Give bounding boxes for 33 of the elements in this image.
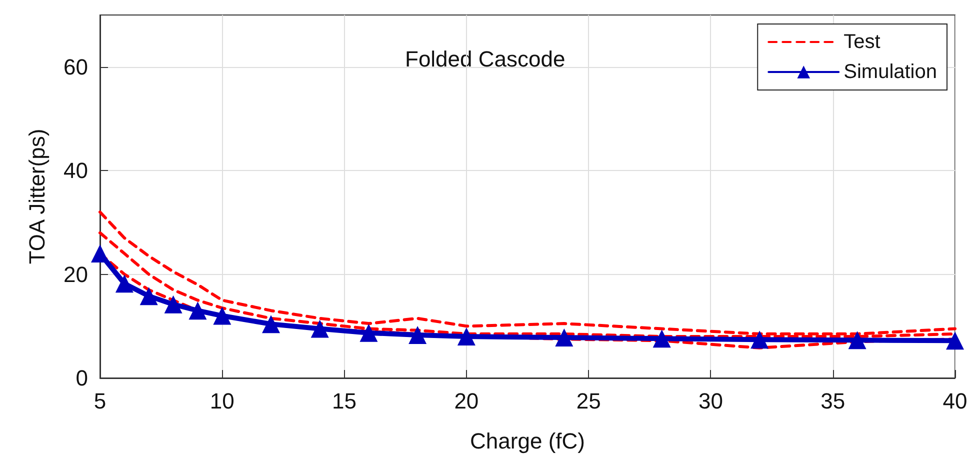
point (188, 302, 207, 320)
y-tick-label: 0 (76, 366, 88, 390)
y-tick-label: 40 (64, 158, 88, 184)
point (91, 244, 109, 263)
x-tick-label: 30 (698, 388, 723, 414)
point (115, 274, 134, 293)
point (457, 328, 476, 346)
point (555, 328, 574, 347)
x-tick-label: 35 (820, 388, 846, 414)
x-tick-label: 10 (210, 388, 234, 414)
point (164, 295, 182, 314)
point (213, 306, 232, 325)
point (310, 320, 329, 338)
x-tick-label: 5 (94, 388, 106, 414)
annotation: Folded Cascode (405, 46, 566, 72)
x-tick-label: 15 (332, 388, 357, 414)
y-tick-label: 20 (64, 262, 88, 287)
y-axis-title: TOA Jitter(ps) (24, 128, 50, 264)
point (848, 331, 866, 350)
x-tick-label: 20 (454, 388, 479, 414)
point (408, 326, 427, 344)
x-axis-title: Charge (fC) (470, 428, 585, 454)
point (750, 330, 769, 349)
y-tick-label: 60 (64, 54, 88, 80)
point (140, 287, 158, 306)
x-tick-label: 40 (942, 388, 968, 414)
legend-label: Test (844, 31, 881, 53)
point (652, 330, 671, 348)
point (360, 324, 378, 342)
point (946, 332, 964, 350)
point (262, 315, 280, 334)
x-tick-label: 25 (576, 388, 601, 414)
legend-label: Simulation (844, 61, 938, 83)
